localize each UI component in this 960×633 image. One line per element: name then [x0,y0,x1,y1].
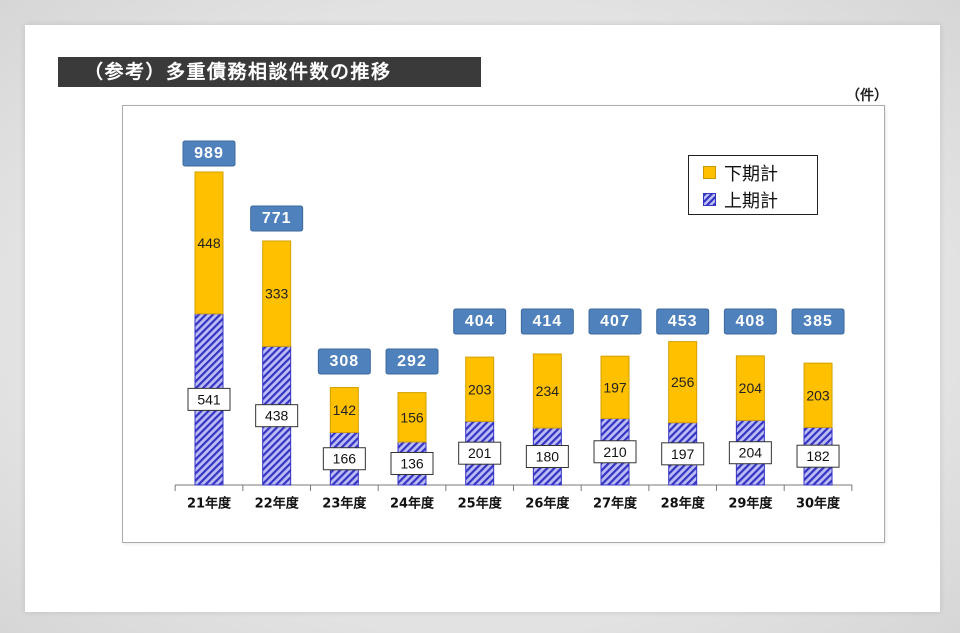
total-value-label: 308 [329,353,359,370]
total-value-box [588,308,642,335]
total-value-label: 771 [262,210,292,227]
upper-half-value-label: 136 [400,455,424,471]
upper-half-value-box [728,441,772,465]
total-value-box [791,308,845,335]
upper-half-value-box [322,447,366,471]
total-value-label: 292 [397,353,427,370]
upper-half-value-label: 166 [333,451,357,467]
legend-swatch-upper-half [703,193,716,206]
upper-half-value-label: 201 [468,445,492,461]
legend-label-lower-half: 下期計 [724,163,778,185]
lower-half-value-label: 142 [333,402,357,418]
lower-half-value-label: 197 [603,379,627,395]
total-value-label: 385 [803,313,833,330]
title-bar: （参考）多重債務相談件数の推移 [58,57,481,87]
bar-segment-lower-half [600,355,630,420]
total-value-label: 407 [600,313,630,330]
x-tick-label: 27年度 [593,496,638,512]
total-value-label: 404 [465,313,495,330]
bar-segment-lower-half [735,355,765,421]
x-tick-label: 22年度 [255,496,300,512]
lower-half-value-label: 203 [806,387,830,403]
bar-segment-lower-half [397,392,427,443]
chart-marks: 448 541 989 21年度 333 438 771 22年度 142 166 308 23年度 1… [174,140,853,512]
legend-item-lower-half: 下期計 [689,159,817,186]
x-tick-label: 25年度 [458,496,503,512]
lower-half-value-label: 204 [739,380,763,396]
upper-half-value-box [593,440,637,464]
total-value-box [723,308,777,335]
upper-half-value-box [255,404,299,428]
total-value-box [250,205,304,232]
total-value-box [656,308,710,335]
upper-half-value-label: 438 [265,408,289,424]
lower-half-value-label: 234 [536,383,560,399]
total-value-label: 408 [736,313,766,330]
bar-segment-lower-half [329,387,359,433]
legend: 下期計 上期計 [688,155,818,215]
total-value-label: 989 [194,145,224,162]
upper-half-value-box [458,441,502,465]
chart-frame: 448 541 989 21年度 333 438 771 22年度 142 166 308 23年度 1… [122,105,885,543]
lower-half-value-label: 203 [468,381,492,397]
upper-half-value-box [661,442,705,466]
chart-title: （参考）多重債務相談件数の推移 [84,61,392,83]
legend-label-upper-half: 上期計 [724,190,778,212]
bar-segment-lower-half [194,171,224,315]
bar-segment-lower-half [532,353,562,429]
upper-half-value-label: 197 [671,446,695,462]
total-value-label: 414 [532,313,562,330]
x-tick-label: 23年度 [322,496,367,512]
upper-half-value-box [525,445,569,469]
lower-half-value-label: 256 [671,374,695,390]
total-value-box [453,308,507,335]
x-tick-label: 28年度 [661,496,706,512]
upper-half-value-box [187,387,231,411]
stacked-bar-chart: 448 541 989 21年度 333 438 771 22年度 142 166 308 23年度 1… [174,140,853,512]
total-value-box [182,140,236,167]
upper-half-value-label: 210 [603,444,627,460]
unit-label: （件） [846,88,888,104]
upper-half-value-label: 180 [536,449,560,465]
upper-half-value-label: 204 [739,445,763,461]
x-tick-label: 26年度 [525,496,570,512]
legend-item-upper-half: 上期計 [689,186,817,213]
upper-half-value-label: 182 [806,448,830,464]
x-tick-label: 24年度 [390,496,435,512]
lower-half-value-label: 448 [197,235,221,251]
total-value-box [520,308,574,335]
bar-segment-lower-half [668,341,698,424]
upper-half-value-label: 541 [197,391,221,407]
bar-segment-lower-half [465,356,495,422]
bar-segment-lower-half [803,362,833,428]
upper-half-value-box [796,444,840,468]
lower-half-value-label: 156 [400,409,424,425]
legend-swatch-lower-half [703,166,716,179]
total-value-label: 453 [668,313,698,330]
x-tick-label: 29年度 [728,496,773,512]
total-value-box [385,348,439,375]
bar-segment-lower-half [262,240,292,347]
upper-half-value-box [390,451,434,475]
lower-half-value-label: 333 [265,286,289,302]
x-tick-label: 30年度 [796,496,841,512]
total-value-box [317,348,371,375]
x-tick-label: 21年度 [187,496,232,512]
